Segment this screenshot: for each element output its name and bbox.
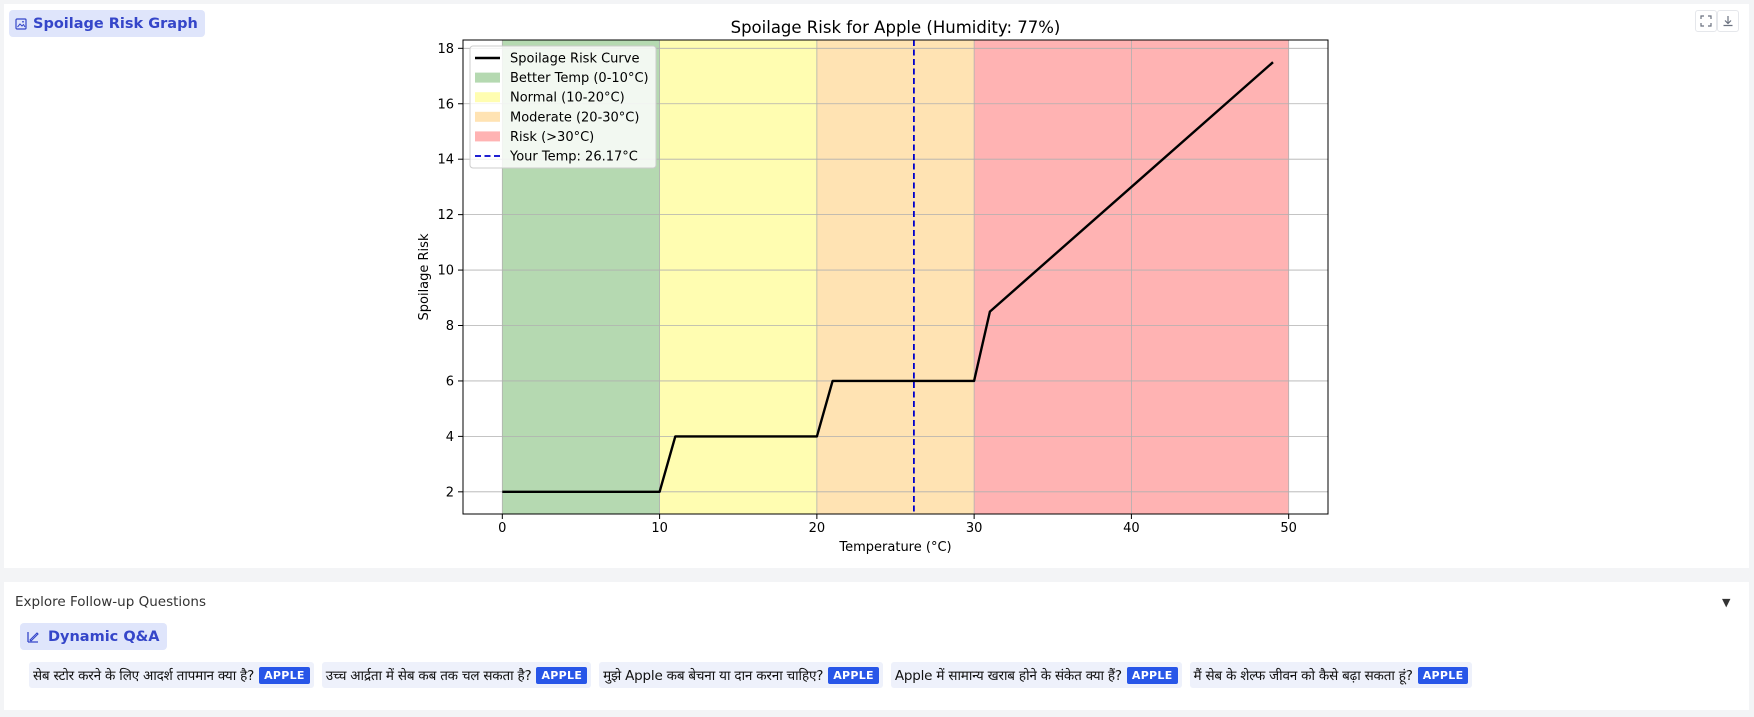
question-text: मुझे Apple कब बेचना या दान करना चाहिए?: [603, 668, 824, 684]
collapse-arrow-icon[interactable]: ▼: [1722, 596, 1731, 609]
legend-swatch: [475, 111, 500, 122]
question-text: मैं सेब के शेल्फ जीवन को कैसे बढ़ा सकता …: [1193, 668, 1413, 684]
x-tick-label: 0: [498, 521, 506, 536]
fullscreen-icon: [1700, 15, 1712, 27]
question-tag: APPLE: [828, 666, 879, 684]
y-tick-label: 10: [437, 264, 454, 279]
x-tick-label: 40: [1123, 521, 1140, 536]
x-tick-label: 20: [809, 521, 826, 536]
legend-label: Normal (10-20°C): [510, 91, 625, 106]
question-tag: APPLE: [259, 666, 310, 684]
legend-swatch: [475, 72, 500, 83]
legend-label: Risk (>30°C): [510, 130, 594, 145]
y-tick-label: 2: [446, 485, 454, 500]
graph-badge: Spoilage Risk Graph: [9, 10, 205, 37]
question-chip[interactable]: मैं सेब के शेल्फ जीवन को कैसे बढ़ा सकता …: [1189, 662, 1473, 688]
followup-title[interactable]: Explore Follow-up Questions: [15, 594, 206, 610]
download-icon: [1723, 16, 1733, 27]
chart-title: Spoilage Risk for Apple (Humidity: 77%): [731, 18, 1061, 37]
dynamic-qa-badge: Dynamic Q&A: [20, 623, 167, 650]
dynamic-qa-label: Dynamic Q&A: [48, 628, 160, 645]
y-tick-label: 12: [437, 208, 454, 223]
y-tick-label: 6: [446, 374, 454, 389]
question-text: Apple में सामान्य खराब होने के संकेत क्य…: [894, 668, 1122, 684]
plot-frame: [462, 39, 1329, 515]
x-tick-label: 10: [651, 521, 668, 536]
download-button[interactable]: [1717, 10, 1739, 32]
question-tag: APPLE: [1417, 666, 1469, 684]
y-tick-label: 4: [446, 430, 454, 445]
legend-label: Your Temp: 26.17°C: [509, 150, 638, 165]
legend-swatch: [475, 92, 500, 103]
legend-label: Spoilage Risk Curve: [510, 52, 639, 67]
question-chip[interactable]: मुझे Apple कब बेचना या दान करना चाहिए? A…: [599, 662, 883, 688]
series-line-0: [502, 61, 1274, 493]
y-tick-label: 8: [446, 319, 454, 334]
spoilage-risk-chart: 0 10 20 30 40 50 2 4 6 8 10 12 14 16 18 Spoilage Risk f…: [417, 18, 1329, 555]
question-chip[interactable]: उच्च आर्द्रता में सेब कब तक चल सकता है? …: [321, 662, 592, 688]
question-tag: APPLE: [1126, 666, 1178, 684]
question-list: सेब स्टोर करने के लिए आदर्श तापमान क्या …: [29, 662, 1473, 688]
y-axis-label: Spoilage Risk: [417, 233, 432, 320]
y-tick-label: 14: [437, 153, 454, 168]
legend-label: Moderate (20-30°C): [510, 110, 639, 125]
fullscreen-button[interactable]: [1695, 10, 1717, 32]
y-tick-label: 16: [437, 97, 454, 112]
x-axis-label: Temperature (°C): [838, 540, 951, 555]
legend-label: Better Temp (0-10°C): [510, 71, 649, 86]
legend-swatch: [475, 131, 500, 142]
x-tick-label: 30: [966, 521, 983, 536]
question-text: सेब स्टोर करने के लिए आदर्श तापमान क्या …: [33, 668, 255, 684]
followup-panel: [4, 582, 1749, 710]
x-tick-label: 50: [1280, 521, 1297, 536]
band-1: [659, 40, 817, 514]
chart-pen-icon: [27, 631, 39, 643]
image-icon: [15, 17, 27, 30]
legend-box: [469, 45, 657, 169]
question-chip[interactable]: सेब स्टोर करने के लिए आदर्श तापमान क्या …: [29, 662, 314, 688]
graph-badge-label: Spoilage Risk Graph: [33, 15, 198, 32]
question-tag: APPLE: [536, 666, 588, 684]
y-tick-label: 18: [437, 42, 454, 57]
question-text: उच्च आर्द्रता में सेब कब तक चल सकता है?: [325, 668, 532, 684]
question-chip[interactable]: Apple में सामान्य खराब होने के संकेत क्य…: [890, 662, 1182, 688]
band-2: [816, 40, 975, 514]
